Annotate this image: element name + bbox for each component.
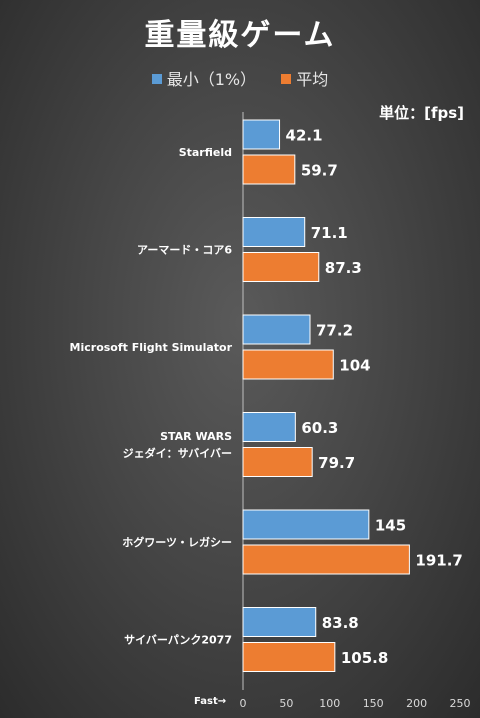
x-tick-label: 100 [319, 697, 340, 710]
x-tick-label: 50 [279, 697, 293, 710]
bar-avg [242, 642, 336, 672]
bar-min [242, 412, 296, 442]
data-label: 83.8 [322, 614, 359, 632]
data-label: 79.7 [318, 454, 355, 472]
category-label: Microsoft Flight Simulator [70, 341, 233, 354]
legend-swatch-min [151, 74, 162, 84]
legend-label-avg: 平均 [296, 70, 329, 89]
data-label: 60.3 [301, 419, 338, 437]
category-label: ジェダイ：サバイバー [123, 446, 232, 460]
x-tick-label: 200 [406, 697, 427, 710]
data-label: 87.3 [325, 259, 362, 277]
bar-min [242, 607, 317, 637]
x-tick-label: 250 [450, 697, 471, 710]
legend-item-min: 最小（1%） [151, 66, 257, 90]
bar-avg [242, 544, 410, 575]
legend: 最小（1%） 平均 [0, 66, 480, 90]
legend-swatch-avg [281, 74, 292, 84]
legend-label-min: 最小（1%） [166, 70, 257, 89]
data-label: 104 [339, 357, 370, 375]
data-label: 105.8 [341, 649, 388, 667]
category-label: STAR WARS [160, 430, 232, 443]
category-label: Starfield [179, 146, 232, 159]
chart-title: 重量級ゲーム [144, 18, 336, 53]
bar-avg [242, 252, 320, 282]
data-label: 77.2 [316, 322, 353, 340]
data-label: 42.1 [286, 127, 323, 145]
legend-item-avg: 平均 [281, 66, 328, 90]
bar-min [242, 314, 311, 345]
x-tick-label: 0 [240, 697, 247, 710]
bar-avg [242, 154, 296, 185]
data-label: 59.7 [301, 162, 338, 180]
fast-label: Fast→ [194, 696, 227, 707]
data-label: 145 [375, 517, 406, 535]
category-label: サイバーパンク2077 [124, 634, 232, 647]
bar-avg [242, 349, 334, 380]
bar-min [242, 119, 281, 150]
category-label: アーマード・コア6 [137, 244, 232, 257]
bar-min [242, 509, 370, 540]
data-label: 191.7 [415, 552, 462, 570]
bar-min [242, 217, 306, 247]
unit-label: 単位：[fps] [379, 104, 464, 122]
bar-avg [242, 447, 313, 477]
x-tick-label: 150 [363, 697, 384, 710]
data-label: 71.1 [311, 224, 348, 242]
category-label: ホグワーツ・レガシー [122, 535, 232, 549]
